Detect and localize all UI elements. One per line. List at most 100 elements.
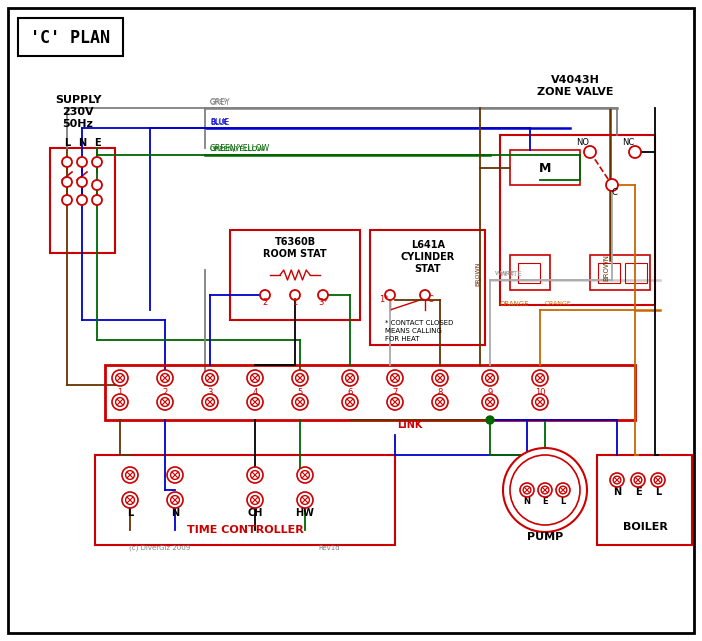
Circle shape [296,374,305,383]
Circle shape [161,397,169,406]
Circle shape [482,394,498,410]
Circle shape [300,470,310,479]
Bar [510,150,580,185]
Text: GREY: GREY [210,97,231,106]
Text: NC: NC [622,138,634,147]
Circle shape [432,394,448,410]
Bar [230,230,360,320]
Text: STAT: STAT [415,264,442,274]
Circle shape [206,374,214,383]
Circle shape [486,374,494,383]
Circle shape [300,495,310,504]
Text: ROOM STAT: ROOM STAT [263,249,327,259]
Text: N: N [524,497,531,506]
Text: LINK: LINK [397,420,423,430]
Text: PUMP: PUMP [527,532,563,542]
Circle shape [318,290,328,300]
Circle shape [126,470,134,479]
Text: 4: 4 [253,388,258,397]
Circle shape [606,179,618,191]
Text: BLUE: BLUE [210,117,230,126]
Text: 10: 10 [535,388,545,397]
Text: V4043H: V4043H [550,75,600,85]
Circle shape [532,394,548,410]
Circle shape [247,394,263,410]
Circle shape [290,290,300,300]
Bar [95,455,395,545]
Text: 2: 2 [263,298,267,307]
Text: 9: 9 [487,388,493,397]
Circle shape [297,492,313,508]
Text: (c) DiverGiz 2009: (c) DiverGiz 2009 [129,545,191,551]
Text: N: N [171,508,179,518]
Text: ZONE VALVE: ZONE VALVE [537,87,614,97]
Circle shape [157,370,173,386]
Text: 2: 2 [162,388,168,397]
Bar [500,135,655,305]
Circle shape [631,473,645,487]
Bar [590,255,650,290]
Text: 230V: 230V [62,107,94,117]
Circle shape [482,370,498,386]
Text: FOR HEAT: FOR HEAT [385,336,420,342]
Text: 5: 5 [298,388,303,397]
Bar [625,263,647,283]
Circle shape [629,146,641,158]
Text: N: N [613,487,621,497]
Circle shape [122,467,138,483]
Text: 50Hz: 50Hz [62,119,93,129]
Circle shape [77,195,87,205]
Bar [50,148,115,253]
Circle shape [436,374,444,383]
Circle shape [556,483,570,497]
Circle shape [523,486,531,494]
Circle shape [342,370,358,386]
Text: * CONTACT CLOSED: * CONTACT CLOSED [385,320,453,326]
Circle shape [520,483,534,497]
Circle shape [536,374,544,383]
Circle shape [247,492,263,508]
Text: BLUE: BLUE [210,119,227,125]
Text: E: E [635,487,642,497]
Text: MEANS CALLING: MEANS CALLING [385,328,442,334]
Bar [18,18,123,56]
Circle shape [613,476,621,484]
Circle shape [202,370,218,386]
Circle shape [77,177,87,187]
Text: T6360B: T6360B [274,237,316,247]
Circle shape [584,146,596,158]
Circle shape [202,394,218,410]
Text: 8: 8 [437,388,443,397]
Text: 'C' PLAN: 'C' PLAN [30,29,110,47]
Circle shape [651,473,665,487]
Text: 3: 3 [207,388,213,397]
Circle shape [206,397,214,406]
Circle shape [62,177,72,187]
Circle shape [112,394,128,410]
Text: WHITE: WHITE [500,271,523,277]
Circle shape [541,486,549,494]
Circle shape [92,180,102,190]
Bar [370,230,485,345]
Circle shape [559,486,567,494]
Circle shape [292,370,308,386]
Text: BROWN: BROWN [475,262,480,286]
Bar [510,255,550,290]
Circle shape [390,374,399,383]
Text: Rev1d: Rev1d [319,545,340,551]
Text: NO: NO [576,138,590,147]
Circle shape [385,290,395,300]
Text: 1*: 1* [379,295,389,304]
Circle shape [486,397,494,406]
Circle shape [297,467,313,483]
Text: ORANGE: ORANGE [545,301,571,306]
Circle shape [345,397,355,406]
Circle shape [251,495,260,504]
Text: E: E [93,138,100,148]
Circle shape [260,290,270,300]
Circle shape [247,467,263,483]
Circle shape [538,483,552,497]
Circle shape [387,370,403,386]
Circle shape [122,492,138,508]
Circle shape [296,397,305,406]
